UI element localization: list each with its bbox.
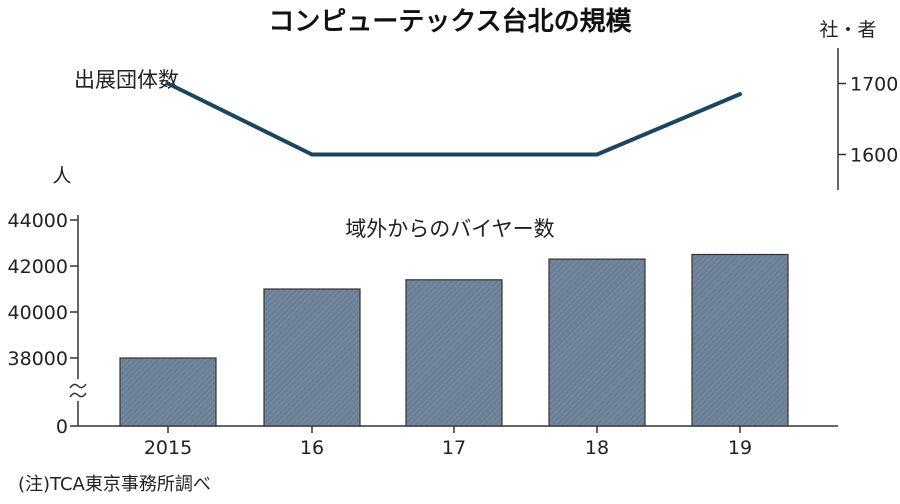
bar-series-label: 域外からのバイヤー数 (345, 217, 554, 241)
bar-x-tick-label: 19 (728, 437, 752, 459)
bars (119, 253, 789, 427)
bar-y-ticks: 44000 42000 40000 38000 0 (8, 210, 78, 438)
line-points (166, 81, 742, 157)
line-point-19 (738, 92, 742, 97)
bar-x-tick-labels: 2015 16 17 18 19 (144, 426, 752, 459)
bar-x-tick-label: 18 (585, 437, 609, 459)
bar-unit-label: 人 (52, 165, 71, 187)
source-note: (注)TCA東京事務所調べ (18, 474, 211, 495)
bar-18 (548, 258, 646, 427)
line-point-17 (452, 152, 456, 157)
bar-x-tick-label: 2015 (144, 437, 192, 459)
line-tick-label: 1600 (850, 145, 898, 167)
line-series-label: 出展団体数 (74, 68, 179, 92)
line-point-2015 (166, 81, 170, 86)
line-point-18 (595, 152, 599, 157)
line-unit-label: 社・者 (819, 19, 876, 41)
bar-tick-label: 0 (56, 416, 68, 438)
bar-tick-label: 38000 (8, 348, 68, 370)
bar-x-tick-label: 16 (300, 437, 324, 459)
line-point-16 (310, 152, 314, 157)
bar-16 (263, 288, 361, 427)
bar-tick-label: 40000 (8, 302, 68, 324)
line-y-ticks: 1700 1600 (838, 74, 898, 167)
chart-title: コンピューテックス台北の規模 (268, 6, 632, 37)
bar-x-tick-label: 17 (442, 437, 466, 459)
bar-2015 (119, 357, 217, 427)
line-tick-label: 1700 (850, 74, 898, 96)
bar-tick-label: 44000 (8, 210, 68, 232)
axis-break-marks (69, 379, 87, 401)
bar-19 (691, 253, 789, 427)
bar-tick-label: 42000 (8, 256, 68, 278)
line-series-path (167, 81, 741, 157)
bar-17 (405, 279, 503, 427)
